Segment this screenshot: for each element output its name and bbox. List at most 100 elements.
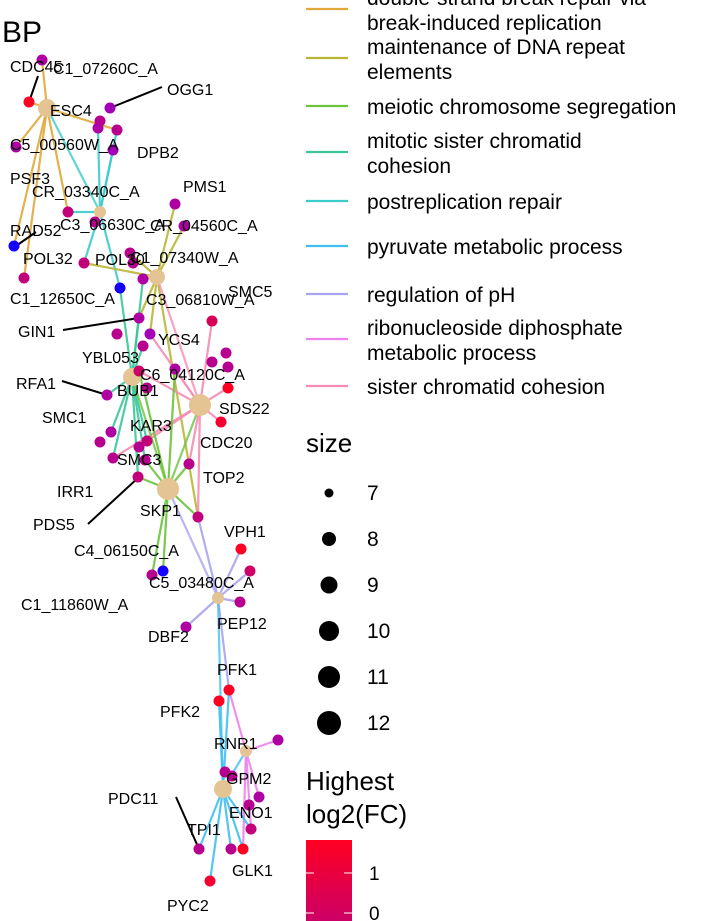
edge-repeat-cr_04560c_a xyxy=(156,225,185,278)
edge-ph-c5_03480c_a xyxy=(217,570,251,599)
gene-label-smc5: SMC5 xyxy=(228,284,273,301)
edge-mitotic-c3_06810w_a xyxy=(130,278,145,378)
gene-node-eno1 xyxy=(245,823,257,835)
gene-node xyxy=(111,328,123,340)
gene-node-smc1 xyxy=(105,426,117,438)
gene-node-cdc45 xyxy=(23,96,35,108)
edge-pyruvate-pyc2 xyxy=(208,788,225,882)
gene-node-rad52 xyxy=(8,240,20,252)
gene-label-psf3: PSF3 xyxy=(10,171,50,188)
edge-mitotic-irr1 xyxy=(130,376,140,478)
gene-label-pep12: PEP12 xyxy=(217,616,267,633)
edge-sister-skp1 xyxy=(196,404,202,518)
legend-label-mitotic: mitotic sister chromatid xyxy=(367,130,582,153)
gene-node-smc3 xyxy=(107,452,119,464)
gene-node-pol32 xyxy=(18,272,30,284)
gene-node-bub1 xyxy=(133,365,145,377)
gene-node-smc5 xyxy=(206,315,218,327)
legend-label-pyruvate: pyruvate metabolic process xyxy=(367,236,623,259)
edge-dsbr-c5_00560w_a xyxy=(46,106,118,132)
gene-node xyxy=(226,770,238,782)
legend-label-ph: regulation of pH xyxy=(367,284,515,307)
gene-label-ybl053: YBL053 xyxy=(82,350,139,367)
label-leader-line xyxy=(175,796,200,850)
edge-repeat-skp1 xyxy=(155,276,200,518)
legend-label-dsbr: double-strand break repair via xyxy=(367,0,646,10)
gene-label-gpm2: GPM2 xyxy=(226,771,271,788)
gene-label-pfk1: PFK1 xyxy=(217,662,257,679)
gene-node-psf3 xyxy=(10,141,22,153)
gene-node xyxy=(220,347,232,359)
gene-node-gpm2 xyxy=(253,791,265,803)
pathway-legend: double-strand break repair via break-indu… xyxy=(306,0,676,399)
gene-node-sds22 xyxy=(222,382,234,394)
gene-node-skp1 xyxy=(192,511,204,523)
edge-postrep-esc4 xyxy=(96,127,102,213)
size-legend-dot xyxy=(320,576,338,594)
gene-label-c3_06630c_a: C3_06630C_A xyxy=(60,217,165,234)
gene-node-tpi1 xyxy=(225,843,237,855)
gene-node-c5_00560w_a xyxy=(111,124,123,136)
edge-ribo-glk1 xyxy=(241,750,248,850)
legend-label-dsbr: break-induced replication xyxy=(367,12,602,35)
gene-label-dbf2: DBF2 xyxy=(148,629,189,646)
edge-meiotic-c4_06150c_a xyxy=(150,488,170,576)
edge-sister-smc5 xyxy=(198,320,214,406)
legend-label-repeat: maintenance of DNA repeat xyxy=(367,36,625,59)
gene-label-kar3: KAR3 xyxy=(130,418,172,435)
fc-colorbar xyxy=(306,840,352,921)
legend-label-ribo: ribonucleoside diphosphate xyxy=(367,317,623,340)
gene-node xyxy=(94,436,106,448)
gene-node-c6_04120c_a xyxy=(169,363,181,375)
gene-node-c1_11860w_a xyxy=(157,565,169,577)
gene-label-pdc11: PDC11 xyxy=(108,791,158,808)
category-node-repeat xyxy=(149,269,165,285)
edge-ph-pyruvate xyxy=(216,597,225,790)
gene-node-ybl053 xyxy=(137,340,149,352)
gene-label-cdc20: CDC20 xyxy=(200,435,253,452)
gene-node xyxy=(127,257,139,269)
size-legend-title: size xyxy=(306,428,352,458)
gene-node xyxy=(206,356,218,368)
gene-node-pol30 xyxy=(78,257,90,269)
legend-label-sister: sister chromatid cohesion xyxy=(367,376,605,399)
edge-mitotic-meiotic xyxy=(130,376,170,490)
gene-node-glk1 xyxy=(237,843,249,855)
edge-ph-skp1 xyxy=(196,516,220,599)
gene-label-ogg1: OGG1 xyxy=(167,82,213,99)
legend-label-mitotic: cohesion xyxy=(367,155,451,178)
label-leader-line xyxy=(87,476,140,525)
fc-legend-title-line2: log2(FC) xyxy=(306,799,407,829)
size-legend-label: 10 xyxy=(367,620,390,643)
edge-dsbr-postrep xyxy=(46,107,101,213)
gene-node-pfk2 xyxy=(213,695,225,707)
gene-label-cr_03340c_a: CR_03340C_A xyxy=(32,184,140,201)
gene-node-gin1 xyxy=(133,312,145,324)
node-layer xyxy=(8,54,284,887)
edge-dsbr-cr_03340c_a xyxy=(45,107,70,213)
label-leader-line xyxy=(109,86,163,109)
gene-node-c3_06630c_a xyxy=(89,216,101,228)
gene-label-gin1: GIN1 xyxy=(18,324,55,341)
legend-label-ribo: metabolic process xyxy=(367,342,536,365)
fc-tick-label: 0 xyxy=(369,904,380,921)
fc-tick-label: 1 xyxy=(369,864,380,885)
gene-label-skp1: SKP1 xyxy=(140,503,181,520)
edge-ribo-gpm2 xyxy=(244,750,261,798)
category-node-sister xyxy=(189,394,211,416)
gene-label-c4_06150c_a: C4_06150C_A xyxy=(74,543,179,560)
edge-meiotic-c1_11860w_a xyxy=(161,488,170,572)
edge-dsbr-pol32 xyxy=(22,107,49,279)
category-node-postrep xyxy=(94,206,106,218)
gene-label-c1_11860w_a: C1_11860W_A xyxy=(21,597,129,614)
gene-label-pfk2: PFK2 xyxy=(160,704,200,721)
gene-label-dpb2: DPB2 xyxy=(137,145,179,162)
gene-node-dbf2 xyxy=(180,621,192,633)
gene-label-esc4: ESC4 xyxy=(50,103,92,120)
gene-node-rnr1 xyxy=(272,734,284,746)
edge-dsbr-rad52 xyxy=(12,107,49,247)
edge-mitotic-c1_12650c_a xyxy=(118,287,134,378)
gene-label-eno1: ENO1 xyxy=(229,805,273,822)
edge-mitotic-smc1 xyxy=(109,376,134,433)
